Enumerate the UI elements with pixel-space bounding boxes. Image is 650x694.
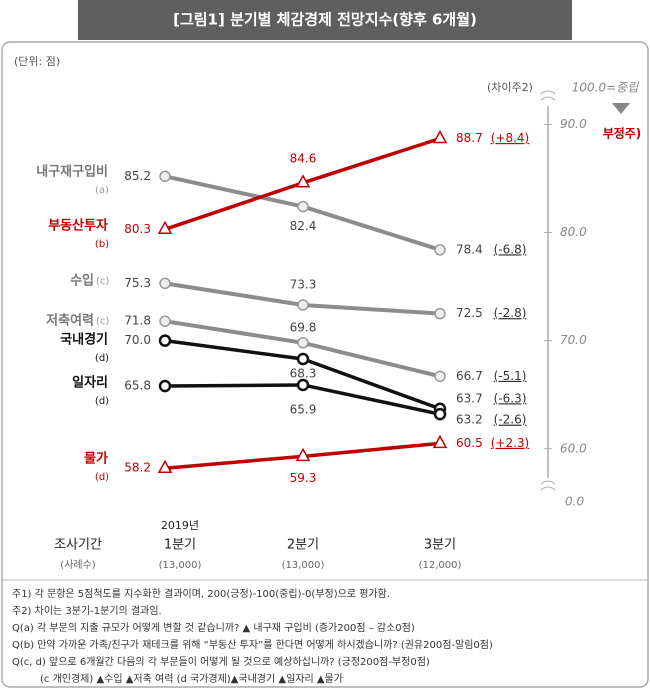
note: Q(a) 각 부문의 지출 규모가 어떻게 변할 것 같습니까? ▲ 내구재 구… [12,621,415,634]
marker [157,459,173,473]
negative-label: 부정주) [603,126,642,141]
series-name: 일자리 [72,375,108,391]
series-sub: (b) [95,239,109,250]
note: 주2) 차이는 3분기-1분기의 결과임. [12,604,162,617]
title-bar [78,0,572,40]
data-label: 73.3 [290,277,317,291]
series-name: 부동산투자 [48,218,108,234]
difference-label: (-6.8) [494,242,527,256]
marker [158,379,172,393]
y-tick-label: 60.0 [560,441,587,455]
series-name: 내구재구입비 [36,164,108,180]
data-label: 63.2 [456,413,483,427]
series-sub: (d) [95,353,109,364]
data-label: 65.9 [290,402,317,416]
y-tick-label: 70.0 [560,333,587,347]
marker [296,352,310,366]
data-label: 63.7 [456,391,483,405]
series-sub: (c) [96,316,109,327]
marker [159,170,171,183]
data-label: 80.3 [124,222,151,236]
data-label: 58.2 [124,461,151,475]
data-label: 72.5 [456,306,483,320]
marker [295,174,311,188]
chart-title: [그림1] 분기별 체감경제 전망지수(향후 6개월) [173,11,477,29]
marker [434,307,446,320]
marker [159,277,171,290]
series-name: 물가 [84,452,108,467]
difference-label: (+8.4) [491,131,530,145]
sample-label: (사례수) [60,559,96,571]
data-label: 68.3 [290,367,317,381]
marker [432,129,448,144]
series-name: 국내경기 [60,332,108,348]
data-label: 84.6 [290,151,317,165]
marker [159,315,171,327]
marker [297,200,309,213]
marker [158,334,172,347]
axis-bottom-label: 0.0 [565,495,584,509]
series-sub: (a) [95,185,109,196]
note: (c 개인경제) ▲수입 ▲저축 여력 (d 국가경제)▲국내경기 ▲일자리 ▲… [40,672,343,685]
note: Q(b) 만약 가까운 가족/친구가 재테크를 위해 “부동산 투자”를 한다면… [12,638,493,651]
data-label: 69.8 [290,320,317,334]
difference-label: (-2.6) [494,413,527,427]
down-arrow [612,103,630,114]
series-name: 수입 [70,274,94,289]
sample-size: (13,000) [159,560,202,571]
data-label: 88.7 [456,131,483,145]
marker [433,407,447,421]
note: 주1) 각 문항은 5점척도를 지수화한 결과이며, 200(긍정)-100(중… [12,587,390,600]
data-label: 78.4 [456,242,483,256]
y-tick-label: 80.0 [560,225,587,239]
data-label: 59.3 [290,471,317,485]
marker [432,434,448,449]
data-label: 85.2 [124,169,151,183]
marker [434,244,446,256]
note: Q(c, d) 앞으로 6개월간 다음의 각 부문들이 어떻게 될 것으로 예상… [12,655,430,668]
y-tick-label: 90.0 [560,117,587,131]
difference-label: (+2.3) [491,436,530,450]
axis-break [540,90,556,101]
data-label: 75.3 [124,276,151,290]
series-sub: (d) [95,396,109,407]
unit-label: (단위: 점) [14,55,60,68]
axis-break [540,480,556,491]
series-sub: (c) [96,276,109,287]
year-label: 2019년 [161,519,199,532]
marker [297,299,309,311]
marker [297,337,309,349]
data-label: 60.5 [456,436,483,450]
x-axis-label: 조사기간 [54,538,102,553]
frame [1,41,649,688]
marker [295,447,311,462]
x-tick-label: 2분기 [287,538,319,553]
data-label: 82.4 [290,219,317,233]
data-label: 70.0 [124,333,151,347]
sample-size: (12,000) [419,560,462,571]
sample-size: (13,000) [282,560,325,571]
axis-top-label: 100.0=중립 [572,81,639,95]
x-tick-label: 1분기 [164,538,196,553]
marker [434,370,446,383]
data-label: 65.8 [124,379,151,393]
series-name: 저축여력 [46,313,94,329]
series-sub: (d) [95,472,109,483]
marker [157,220,173,235]
difference-label: (-6.3) [494,391,527,405]
difference-header: (차이주2) [487,81,533,94]
x-tick-label: 3분기 [424,538,456,553]
data-label: 66.7 [456,369,483,383]
data-label: 71.8 [124,314,151,328]
difference-label: (-2.8) [494,306,527,320]
marker [296,378,310,392]
difference-label: (-5.1) [494,369,527,383]
